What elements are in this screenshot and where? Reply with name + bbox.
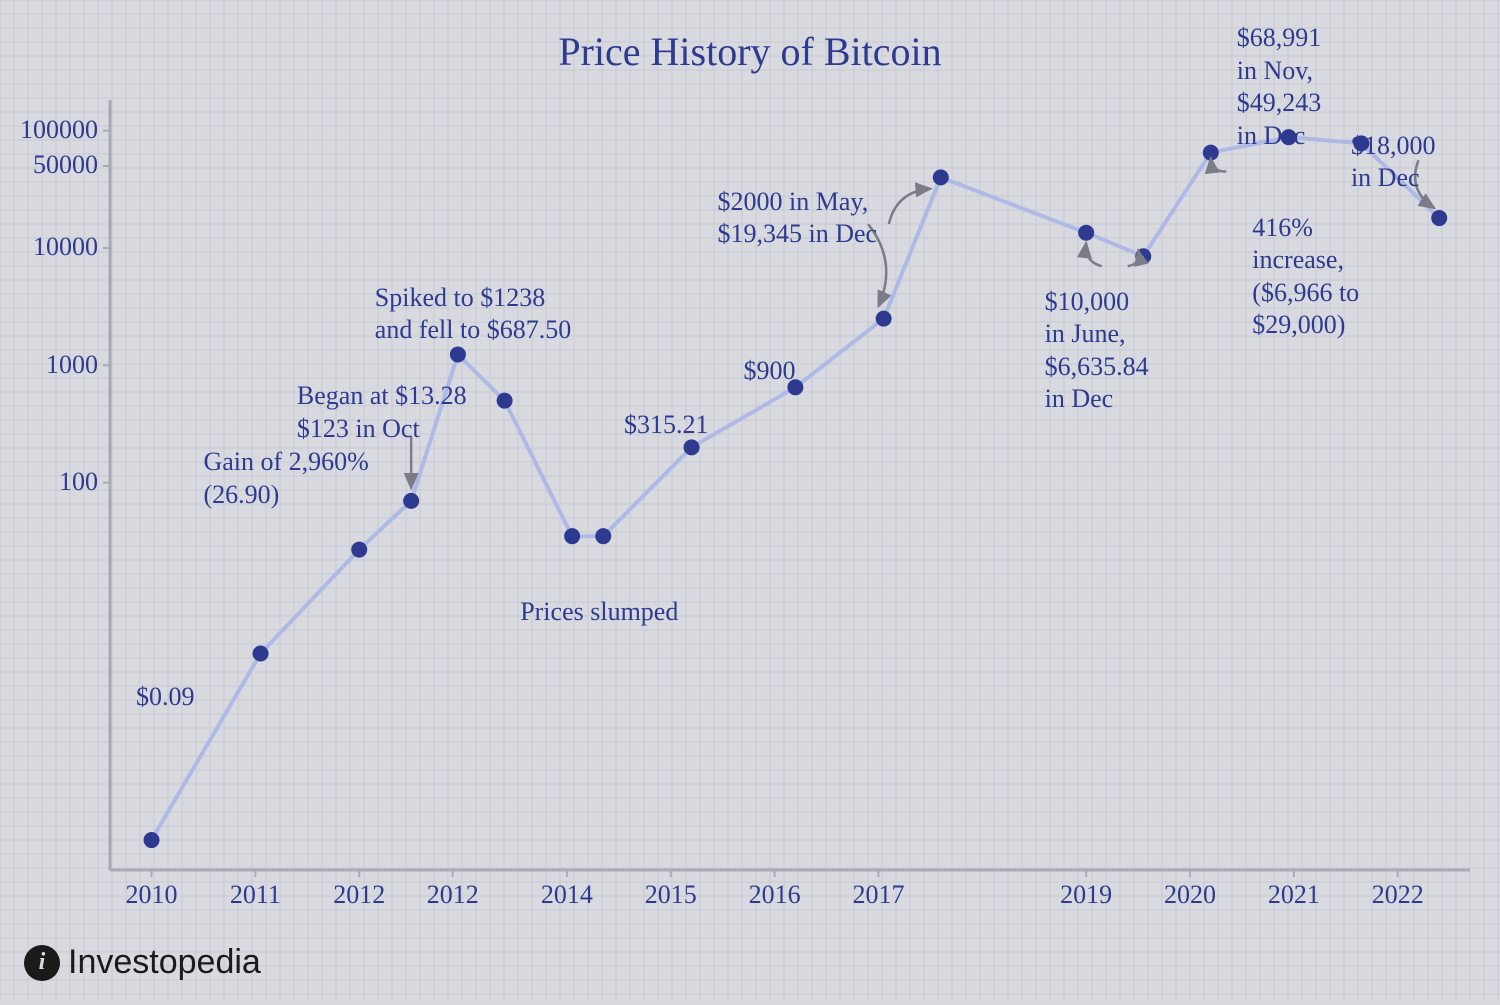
chart-annotation: $10,000 in June, $6,635.84 in Dec <box>1045 286 1149 416</box>
chart-annotation: $18,000 in Dec <box>1351 130 1436 195</box>
y-tick-label: 1000 <box>46 350 98 380</box>
chart-annotation: $0.09 <box>136 681 195 714</box>
brand-icon: i <box>24 945 60 981</box>
x-tick-label: 2012 <box>333 880 385 910</box>
y-tick-label: 50000 <box>33 150 98 180</box>
x-tick-label: 2010 <box>126 880 178 910</box>
chart-annotation: $315.21 <box>624 409 709 442</box>
chart-annotation: Began at $13.28 $123 in Oct <box>297 380 467 445</box>
x-tick-label: 2021 <box>1268 880 1320 910</box>
y-tick-label: 100 <box>59 467 98 497</box>
brand-attribution: i Investopedia <box>24 943 261 982</box>
chart-annotation: Spiked to $1238 and fell to $687.50 <box>375 282 571 347</box>
brand-icon-glyph: i <box>39 949 46 976</box>
chart-annotation: Prices slumped <box>520 596 678 629</box>
x-tick-label: 2011 <box>230 880 281 910</box>
x-tick-label: 2020 <box>1164 880 1216 910</box>
chart-annotation: Gain of 2,960% (26.90) <box>203 446 368 511</box>
brand-name: Investopedia <box>68 943 261 982</box>
x-tick-label: 2019 <box>1060 880 1112 910</box>
chart-annotation: $2000 in May, $19,345 in Dec <box>718 186 878 251</box>
chart-annotation: $68,991 in Nov, $49,243 in Dec <box>1237 22 1322 152</box>
x-tick-label: 2015 <box>645 880 697 910</box>
x-tick-label: 2022 <box>1372 880 1424 910</box>
chart-annotation: 416% increase, ($6,966 to $29,000) <box>1252 212 1359 342</box>
y-tick-label: 10000 <box>33 232 98 262</box>
x-tick-label: 2017 <box>852 880 904 910</box>
y-tick-label: 100000 <box>20 115 98 145</box>
x-tick-label: 2016 <box>749 880 801 910</box>
x-tick-label: 2014 <box>541 880 593 910</box>
x-tick-label: 2012 <box>427 880 479 910</box>
chart-annotation: $900 <box>743 355 795 388</box>
chart-title: Price History of Bitcoin <box>558 28 941 75</box>
